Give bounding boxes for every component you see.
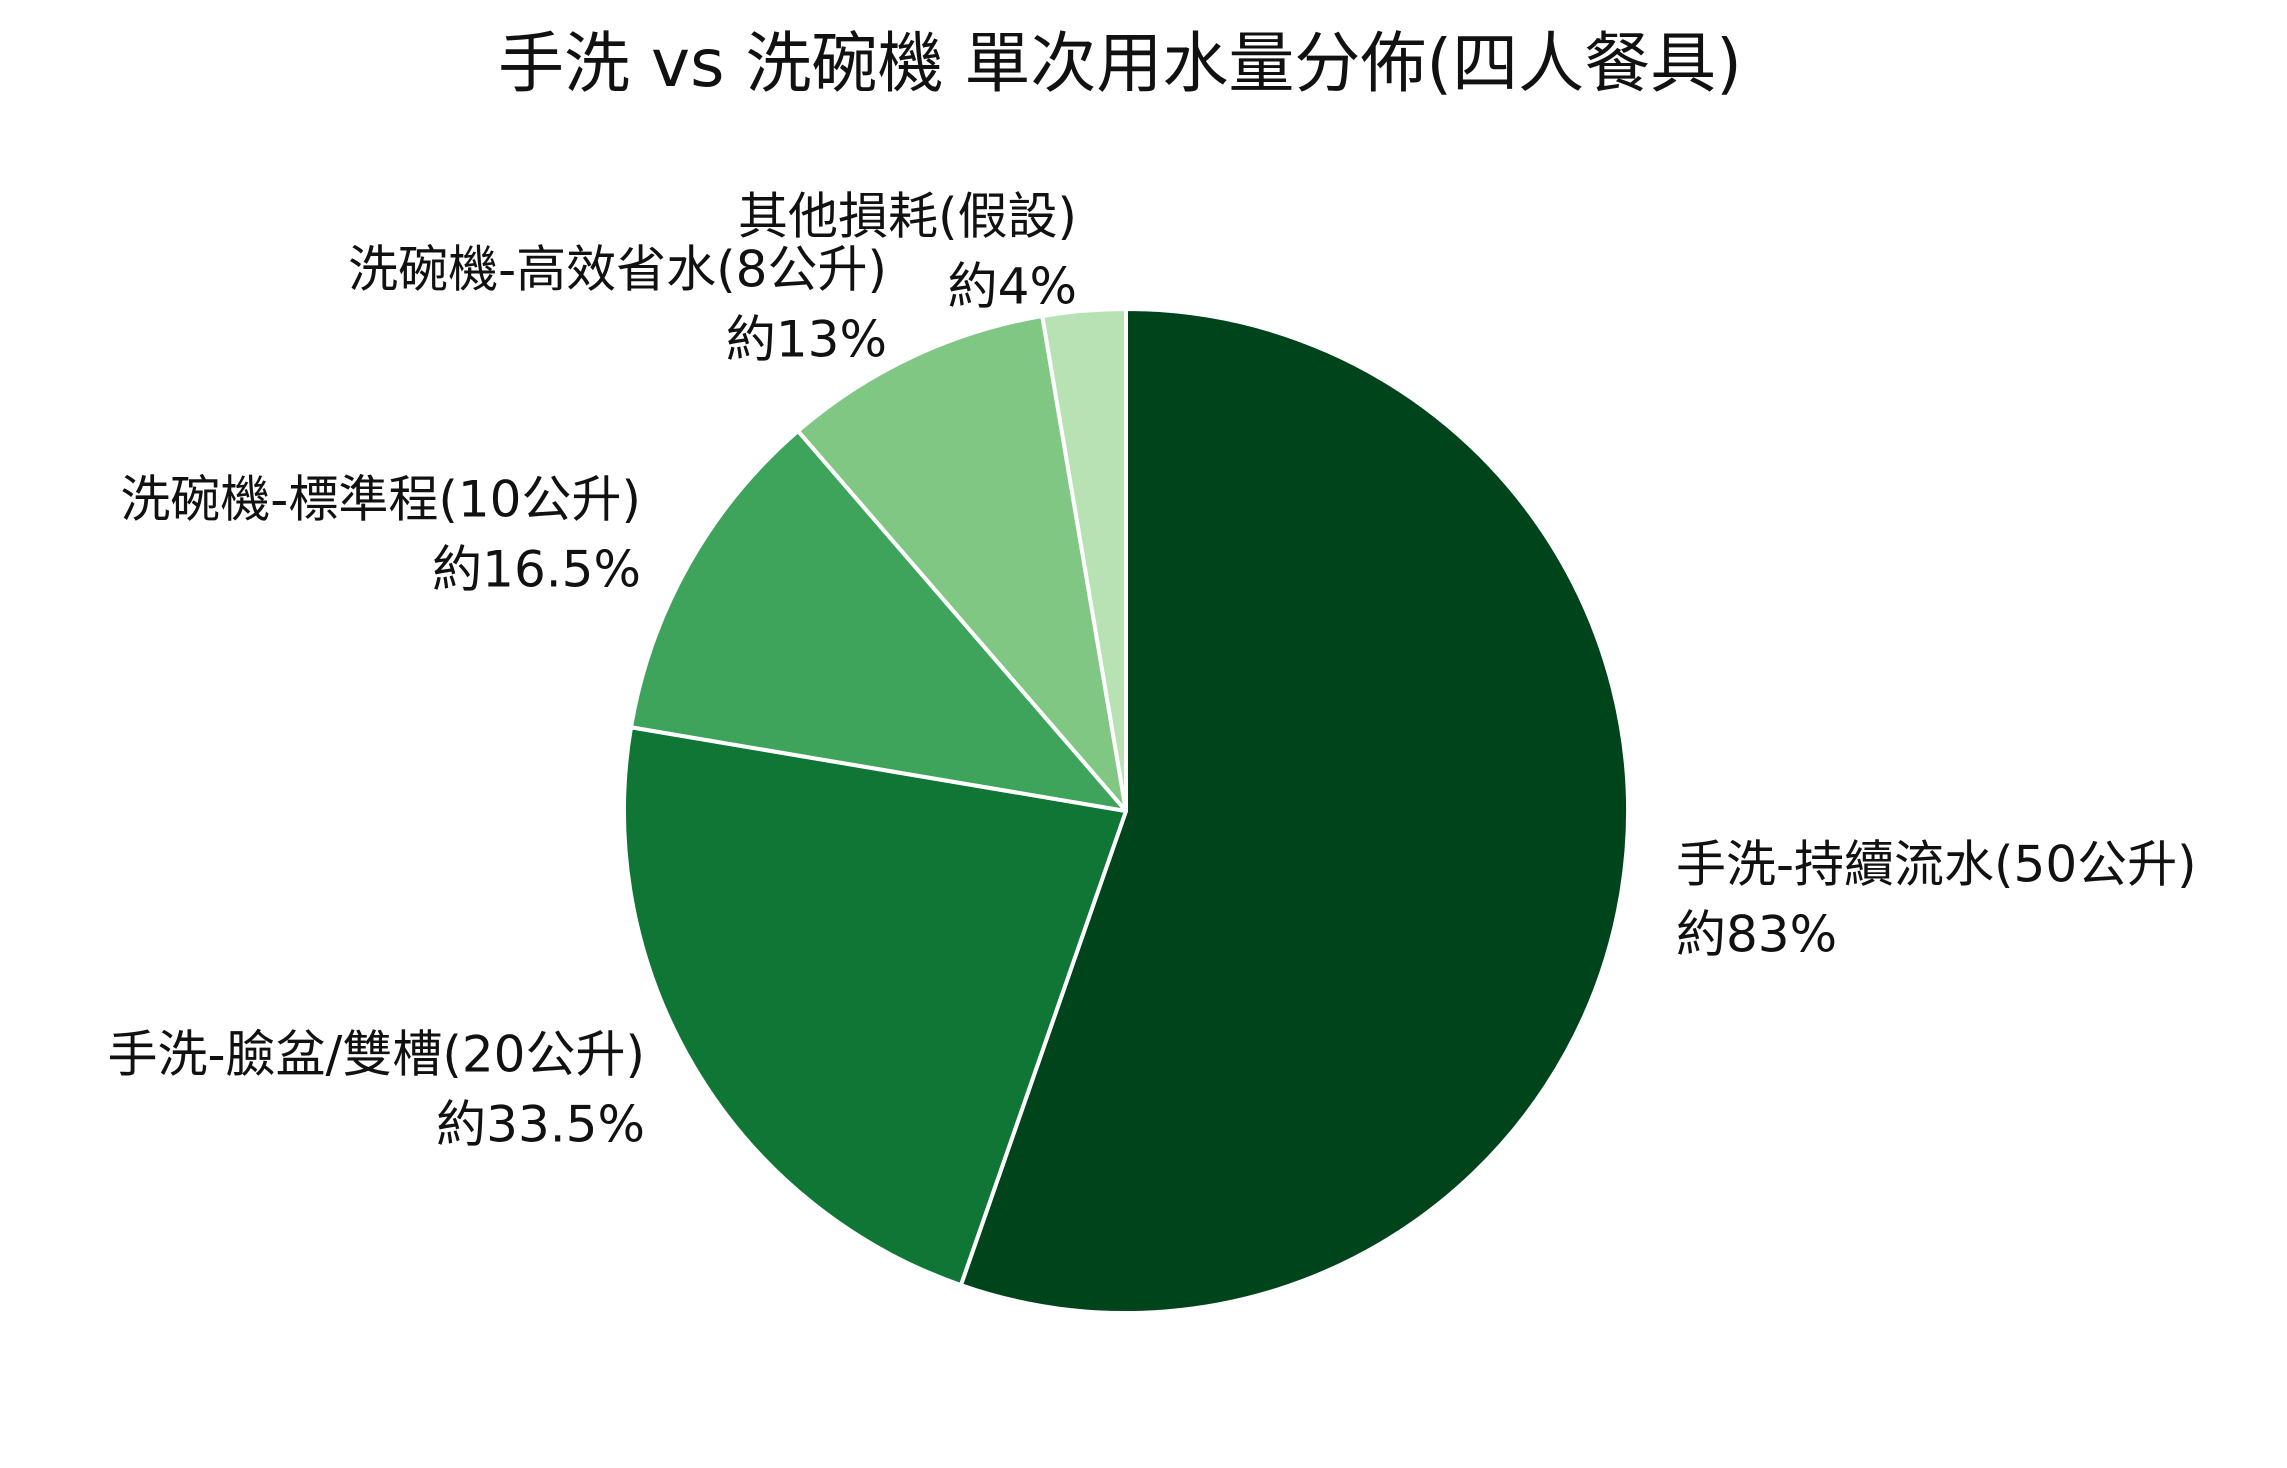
slice-value-label: 約4% — [948, 258, 1077, 316]
pie-slice — [795, 314, 1128, 813]
slice-value-label: 約83% — [1676, 906, 1837, 964]
slice-label: 其他損耗(假設) — [738, 188, 1077, 246]
slice-label: 手洗-持續流水(50公升) — [1676, 836, 2197, 894]
slice-label: 手洗-臉盆/雙槽(20公升) — [107, 1026, 645, 1084]
slice-value-label: 約33.5% — [436, 1096, 645, 1154]
chart-title: 手洗 vs 洗碗機 單次用水量分佈(四人餐具) — [498, 25, 1742, 102]
pie-slice — [629, 428, 1128, 813]
pie-slice — [1040, 307, 1128, 813]
slice-label: 洗碗機-高效省水(8公升) — [348, 241, 887, 299]
slice-value-label: 約13% — [726, 311, 887, 369]
slice-label: 洗碗機-標準程(10公升) — [120, 471, 641, 529]
pie-slice — [622, 725, 1128, 1288]
slice-value-label: 約16.5% — [432, 541, 641, 599]
